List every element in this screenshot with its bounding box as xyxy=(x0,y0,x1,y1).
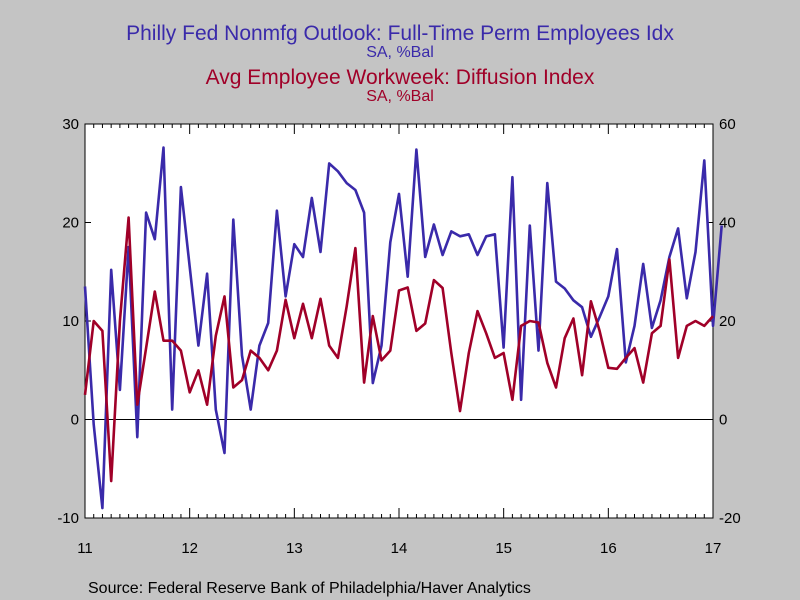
left-tick-label: 10 xyxy=(62,313,79,330)
chart-subtitle-units: SA, %Bal xyxy=(366,88,434,105)
series-line-1 xyxy=(83,146,723,510)
x-tick-label: 17 xyxy=(705,540,722,557)
right-tick-label: 0 xyxy=(719,412,727,429)
x-tick-label: 11 xyxy=(77,540,93,557)
left-tick-label: -10 xyxy=(57,510,79,527)
x-tick-label: 13 xyxy=(286,540,303,557)
left-tick-label: 0 xyxy=(71,412,79,429)
chart-title-units: SA, %Bal xyxy=(366,44,434,61)
axes-layer: -10 0 10 20 30 -20 0 20 40 60 11 12 13 14 15 16 17 xyxy=(57,116,740,557)
right-tick-label: 20 xyxy=(719,313,736,330)
plot-area xyxy=(84,123,714,519)
x-tick-label: 12 xyxy=(181,540,198,557)
series-layer xyxy=(83,146,723,510)
x-tick-label: 15 xyxy=(495,540,512,557)
left-tick-label: 20 xyxy=(62,215,79,232)
right-tick-label: 40 xyxy=(719,215,736,232)
x-tick-label: 16 xyxy=(600,540,617,557)
source-note: Source: Federal Reserve Bank of Philadel… xyxy=(88,580,531,597)
chart-subtitle: Avg Employee Workweek: Diffusion Index xyxy=(206,66,595,89)
series-line-2 xyxy=(83,216,714,483)
chart-title: Philly Fed Nonmfg Outlook: Full-Time Per… xyxy=(126,22,674,45)
right-tick-label: -20 xyxy=(719,510,741,527)
left-tick-label: 30 xyxy=(62,116,79,133)
x-tick-label: 14 xyxy=(391,540,408,557)
right-tick-label: 60 xyxy=(719,116,736,133)
